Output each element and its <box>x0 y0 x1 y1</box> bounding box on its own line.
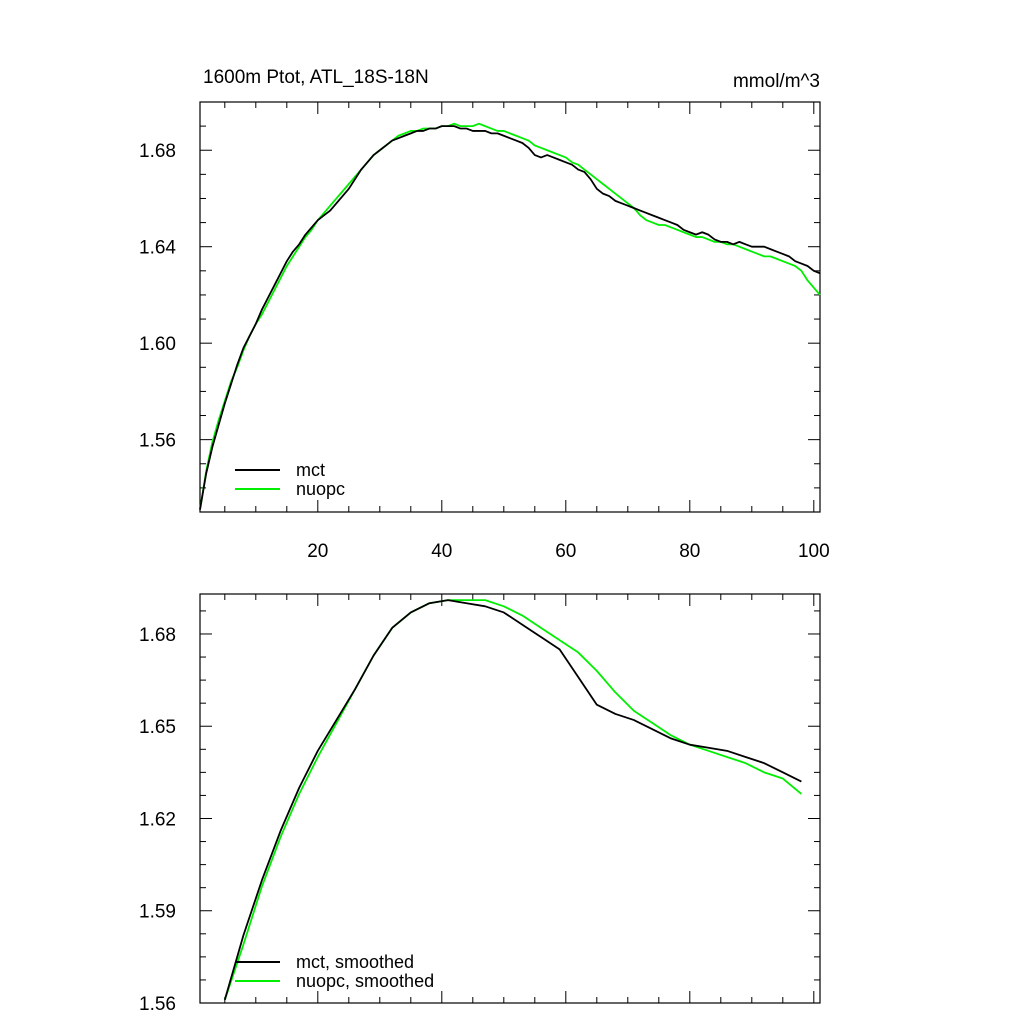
top-panel-plot-area: 20 40 60 80 100 1.56 1.60 1.64 1.68 <box>139 101 830 562</box>
top-x-tick-label: 40 <box>431 541 452 562</box>
top-panel-title: 1600m Ptot, ATL_18S-18N <box>203 67 429 88</box>
bottom-y-tick-label: 1.56 <box>139 994 176 1015</box>
top-y-tick-label: 1.68 <box>139 141 176 162</box>
legend-label-mct-smoothed: mct, smoothed <box>296 952 414 972</box>
bottom-y-tick-label: 1.68 <box>139 625 176 646</box>
top-series-nuopc-line <box>199 122 821 510</box>
bottom-y-tick-label: 1.59 <box>139 902 176 923</box>
bottom-panel-plot-area: 1.56 1.59 1.62 1.65 1.68 <box>139 593 821 1015</box>
top-x-tick-label: 100 <box>798 541 830 562</box>
bottom-panel: 1.56 1.59 1.62 1.65 1.68 mct, smoothed nuopc… <box>139 593 821 1015</box>
top-x-tick-label: 80 <box>679 541 700 562</box>
legend-label-nuopc: nuopc <box>296 479 345 499</box>
top-panel: 1600m Ptot, ATL_18S-18N mmol/m^3 20 40 60 8… <box>139 67 830 562</box>
top-x-tick-label: 60 <box>555 541 576 562</box>
bottom-plot-frame <box>199 593 821 1004</box>
top-panel-legend: mct nuopc <box>235 460 345 499</box>
top-panel-units: mmol/m^3 <box>733 71 820 92</box>
bottom-series-mct-smoothed-line <box>223 599 802 1001</box>
bottom-panel-legend: mct, smoothed nuopc, smoothed <box>235 952 434 991</box>
bottom-series-nuopc-smoothed-line <box>223 599 802 1001</box>
top-y-tick-label: 1.64 <box>139 238 176 259</box>
top-x-tick-label: 20 <box>307 541 328 562</box>
bottom-y-tick-label: 1.65 <box>139 717 176 738</box>
bottom-y-tick-label: 1.62 <box>139 809 176 830</box>
legend-label-nuopc-smoothed: nuopc, smoothed <box>296 971 434 991</box>
top-y-tick-label: 1.60 <box>139 334 176 355</box>
legend-label-mct: mct <box>296 460 325 480</box>
top-y-tick-label: 1.56 <box>139 431 176 452</box>
top-plot-frame <box>199 101 821 513</box>
top-series-mct-line <box>199 125 821 510</box>
